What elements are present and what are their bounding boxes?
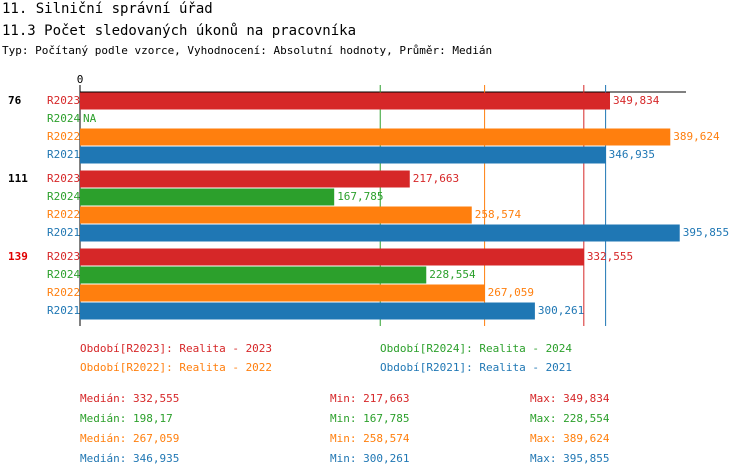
series-label: R2022 — [47, 130, 80, 143]
value-label: NA — [83, 112, 97, 125]
value-label: 332,555 — [587, 250, 633, 263]
value-label: 389,624 — [673, 130, 720, 143]
series-label: R2024 — [47, 268, 80, 281]
stat-min: Min: 167,785 — [330, 412, 409, 425]
stat-min: Min: 258,574 — [330, 432, 410, 445]
stat-median: Medián: 346,935 — [80, 452, 179, 465]
series-label: R2022 — [47, 286, 80, 299]
legend-entry: Období[R2022]: Realita - 2022 — [80, 361, 272, 374]
value-label: 228,554 — [429, 268, 476, 281]
x-tick-label: 0 — [77, 73, 84, 86]
stat-min: Min: 300,261 — [330, 452, 409, 465]
value-label: 395,855 — [683, 226, 729, 239]
value-label: 217,663 — [413, 172, 459, 185]
stat-max: Max: 395,855 — [530, 452, 609, 465]
series-label: R2023 — [47, 250, 80, 263]
series-label: R2024 — [47, 190, 80, 203]
value-label: 349,834 — [613, 94, 660, 107]
stat-median: Medián: 267,059 — [80, 432, 179, 445]
category-label: 139 — [8, 250, 28, 263]
bar — [80, 92, 610, 110]
bar — [80, 146, 606, 164]
bar — [80, 248, 584, 266]
bar — [80, 206, 472, 224]
legend-entry: Období[R2023]: Realita - 2023 — [80, 342, 272, 355]
stat-median: Medián: 198,17 — [80, 412, 173, 425]
value-label: 167,785 — [337, 190, 383, 203]
category-label: 111 — [8, 172, 28, 185]
bar — [80, 284, 485, 302]
stat-min: Min: 217,663 — [330, 392, 409, 405]
series-label: R2021 — [47, 226, 80, 239]
value-label: 267,059 — [488, 286, 534, 299]
stat-max: Max: 389,624 — [530, 432, 610, 445]
stat-max: Max: 228,554 — [530, 412, 610, 425]
value-label: 300,261 — [538, 304, 584, 317]
legend-entry: Období[R2021]: Realita - 2021 — [380, 361, 572, 374]
series-label: R2021 — [47, 304, 80, 317]
chart-subtitle: 11.3 Počet sledovaných úkonů na pracovní… — [2, 23, 356, 39]
value-label: 258,574 — [475, 208, 522, 221]
series-label: R2024 — [47, 112, 80, 125]
series-label: R2023 — [47, 172, 80, 185]
bar — [80, 128, 671, 146]
bar — [80, 170, 410, 188]
bar — [80, 266, 427, 284]
stat-max: Max: 349,834 — [530, 392, 610, 405]
legend-entry: Období[R2024]: Realita - 2024 — [380, 342, 572, 355]
bar — [80, 302, 535, 320]
stat-median: Medián: 332,555 — [80, 392, 179, 405]
chart-title: 11. Silniční správní úřad — [2, 1, 213, 17]
category-label: 76 — [8, 94, 22, 107]
bar — [80, 224, 680, 242]
value-label: 346,935 — [609, 148, 655, 161]
chart-note: Typ: Počítaný podle vzorce, Vyhodnocení:… — [2, 44, 492, 57]
series-label: R2023 — [47, 94, 80, 107]
series-label: R2021 — [47, 148, 80, 161]
bar — [80, 188, 335, 206]
series-label: R2022 — [47, 208, 80, 221]
